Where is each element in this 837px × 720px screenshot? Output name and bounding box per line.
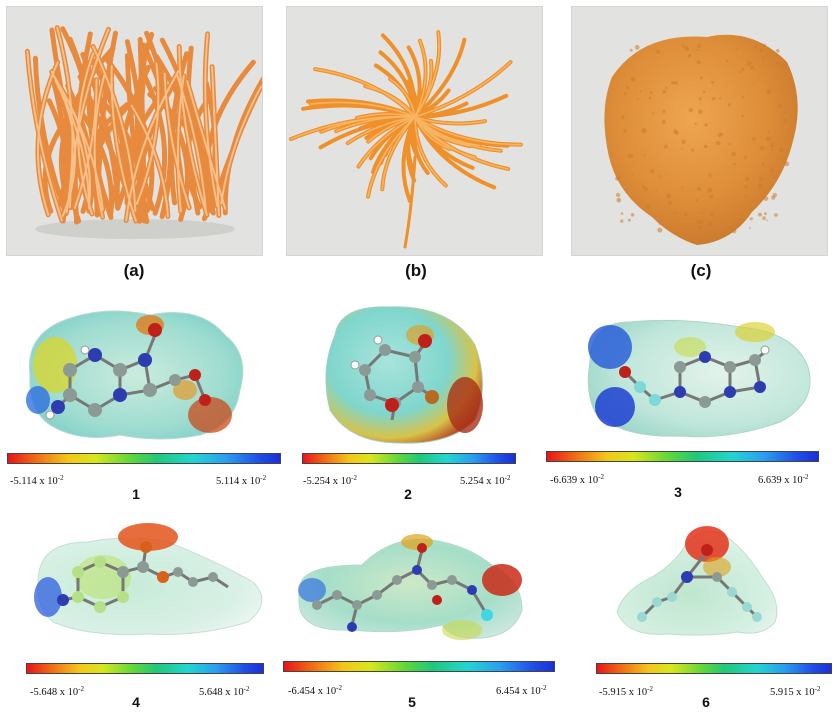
- scale-min-3: -6.639 x 10-2: [550, 473, 604, 486]
- panel-label-a: (a): [123, 261, 145, 280]
- molecule-number-2: 2: [404, 486, 412, 502]
- cordyceps-powder-image: [604, 34, 798, 246]
- molecule-number-6: 6: [702, 694, 710, 710]
- scale-max-5: 6.454 x 10-2: [496, 684, 547, 697]
- dried-cordyceps-image: [289, 30, 523, 249]
- scale-max-2: 5.254 x 10-2: [460, 474, 511, 487]
- mep-map-4: [34, 523, 263, 635]
- scale-min-4: -5.648 x 10-2: [30, 685, 84, 698]
- color-scale-2: [302, 453, 516, 464]
- mep-map-2: [325, 306, 483, 444]
- photo-a: [6, 6, 263, 256]
- molecule-number-4: 4: [132, 694, 140, 710]
- color-scale-5: [283, 661, 555, 672]
- scale-max-6: 5.915 x 10-2: [770, 685, 821, 698]
- scale-min-2: -5.254 x 10-2: [303, 474, 357, 487]
- mep-map-6: [616, 526, 778, 636]
- scale-max-1: 5.114 x 10-2: [216, 474, 267, 487]
- scale-max-4: 5.648 x 10-2: [199, 685, 250, 698]
- panel-label-c: (c): [690, 261, 712, 280]
- scale-max-3: 6.639 x 10-2: [758, 473, 809, 486]
- molecule-number-1: 1: [132, 486, 140, 502]
- mep-map-3: [587, 319, 811, 438]
- mep-map-1: [26, 310, 244, 440]
- molecule-number-5: 5: [408, 694, 416, 710]
- scale-min-6: -5.915 x 10-2: [599, 685, 653, 698]
- panel-label-b: (b): [405, 261, 427, 280]
- mep-map-5: [298, 534, 523, 640]
- cordyceps-fruiting-bodies-image: [24, 25, 262, 239]
- color-scale-1: [7, 453, 281, 464]
- color-scale-6: [596, 663, 832, 674]
- photo-b: [286, 6, 543, 256]
- scale-min-5: -6.454 x 10-2: [288, 684, 342, 697]
- photo-c: [571, 6, 828, 256]
- scale-min-1: -5.114 x 10-2: [10, 474, 64, 487]
- molecule-number-3: 3: [674, 484, 682, 500]
- color-scale-4: [26, 663, 264, 674]
- color-scale-3: [546, 451, 819, 462]
